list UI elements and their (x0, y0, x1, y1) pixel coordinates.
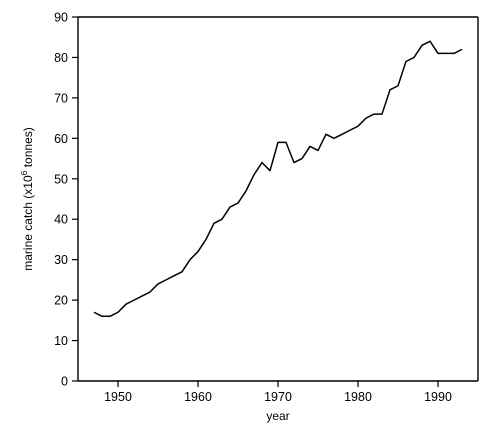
y-tick-label-90: 90 (54, 11, 68, 25)
y-ticks: 0 10 20 30 40 50 60 70 80 90 (54, 11, 78, 389)
y-axis-title-prefix: marine catch (x10 (21, 175, 35, 271)
y-tick-label-20: 20 (54, 294, 68, 308)
x-tick-label-1950: 1950 (104, 390, 132, 404)
y-tick-label-50: 50 (54, 172, 68, 186)
x-tick-label-1980: 1980 (344, 390, 372, 404)
y-tick-label-0: 0 (61, 375, 68, 389)
y-tick-label-60: 60 (54, 132, 68, 146)
x-tick-label-1960: 1960 (184, 390, 212, 404)
y-tick-label-80: 80 (54, 51, 68, 65)
y-tick-label-40: 40 (54, 213, 68, 227)
y-tick-label-10: 10 (54, 334, 68, 348)
x-axis-title: year (266, 409, 289, 423)
x-ticks: 1950 1960 1970 1980 1990 (104, 381, 452, 404)
x-tick-label-1990: 1990 (424, 390, 452, 404)
y-axis-title: marine catch (x106 tonnes) (19, 127, 35, 270)
y-tick-label-30: 30 (54, 253, 68, 267)
x-tick-label-1970: 1970 (264, 390, 292, 404)
y-axis-title-exponent: 6 (19, 170, 29, 175)
y-axis-title-suffix: tonnes) (21, 127, 35, 170)
y-tick-label-70: 70 (54, 91, 68, 105)
series-line-marine-catch (93, 40, 463, 318)
plot-frame (77, 16, 479, 382)
